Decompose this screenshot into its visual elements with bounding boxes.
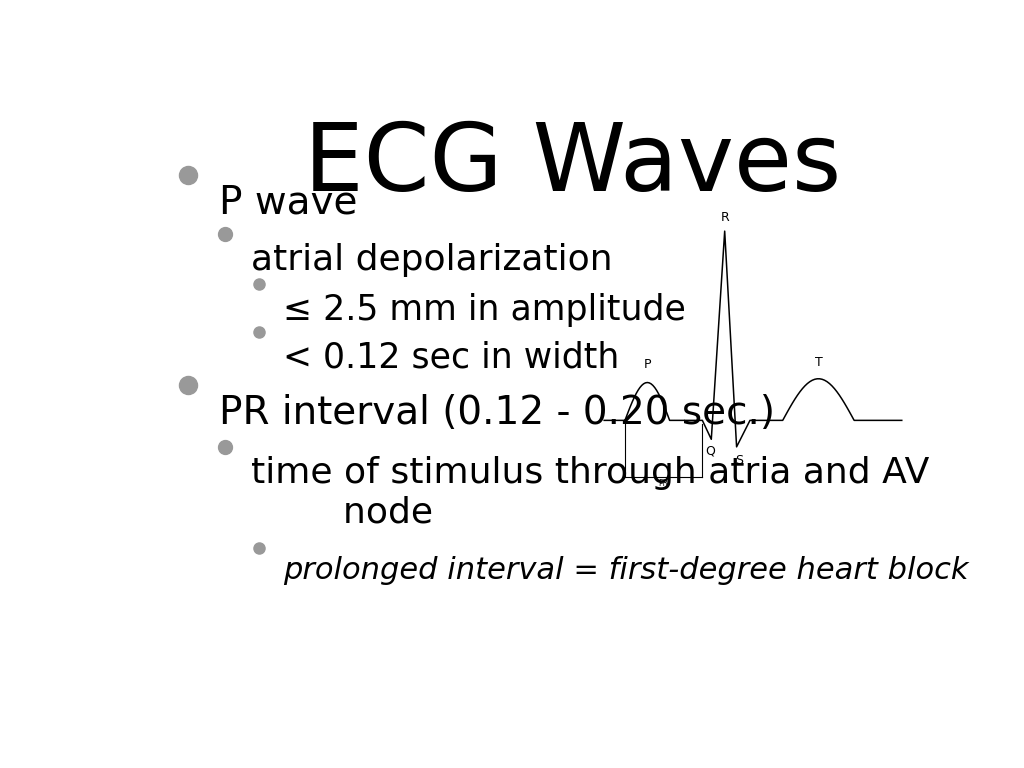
- Text: S: S: [735, 455, 743, 468]
- Text: T: T: [814, 356, 822, 369]
- Text: R: R: [720, 210, 729, 223]
- Text: time of stimulus through atria and AV
        node: time of stimulus through atria and AV no…: [251, 456, 930, 529]
- Text: ≤ 2.5 mm in amplitude: ≤ 2.5 mm in amplitude: [283, 293, 686, 327]
- Text: PR interval (0.12 - 0.20 sec.): PR interval (0.12 - 0.20 sec.): [219, 394, 775, 432]
- Text: PR: PR: [658, 479, 669, 488]
- Text: ECG Waves: ECG Waves: [304, 119, 841, 210]
- Text: P wave: P wave: [219, 184, 357, 222]
- Text: prolonged interval = first-degree heart block: prolonged interval = first-degree heart …: [283, 556, 969, 585]
- Text: Q: Q: [705, 445, 715, 458]
- Text: atrial depolarization: atrial depolarization: [251, 243, 612, 277]
- Text: < 0.12 sec in width: < 0.12 sec in width: [283, 340, 620, 375]
- Text: P: P: [643, 358, 651, 371]
